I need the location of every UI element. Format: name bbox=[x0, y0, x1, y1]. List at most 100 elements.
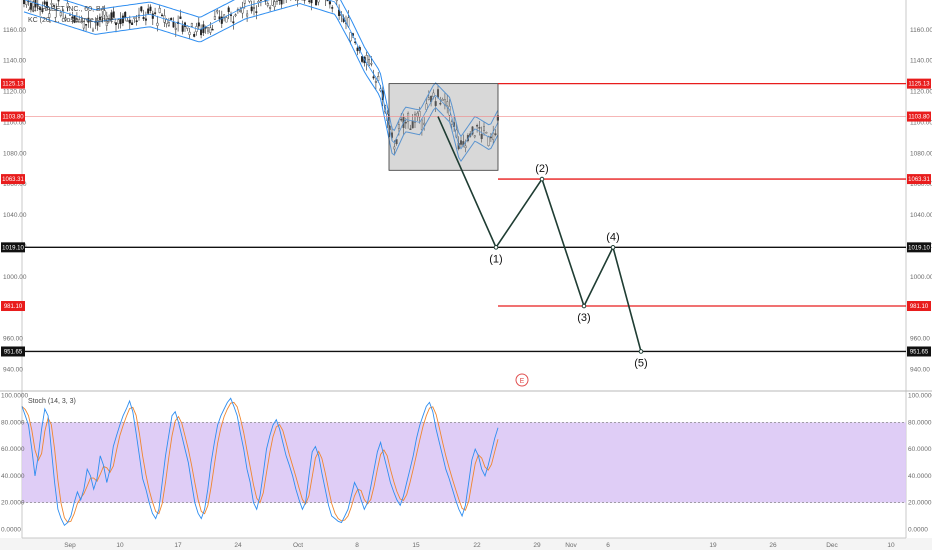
price-tick-left: 1000.00 bbox=[3, 274, 27, 281]
wave-label: (1) bbox=[489, 253, 502, 265]
price-tick-left: 940.00 bbox=[3, 366, 23, 373]
candle-body bbox=[393, 146, 396, 150]
candle-body bbox=[181, 25, 184, 32]
wave-point bbox=[610, 245, 616, 250]
candle-body bbox=[135, 20, 138, 23]
stoch-axis-ticks: 100.0000 100.0000 80.0000 80.0000 60.0000 60.… bbox=[1, 393, 932, 534]
candle-body bbox=[489, 136, 492, 139]
candle-body bbox=[200, 29, 203, 36]
stoch-tick-right: 80.0000 bbox=[908, 419, 932, 426]
price-level-tag-label: 1019.10 bbox=[2, 245, 24, 251]
stoch-tick-left: 40.0000 bbox=[1, 473, 25, 480]
candle-body bbox=[418, 111, 421, 118]
candle-body bbox=[52, 5, 55, 7]
time-tick: 8 bbox=[355, 542, 359, 549]
price-level-tag-left bbox=[1, 111, 25, 122]
candle-body bbox=[317, 0, 320, 3]
candle-body bbox=[41, 8, 44, 12]
candle-body bbox=[315, 0, 318, 6]
candle-body bbox=[96, 22, 99, 26]
candle-body bbox=[225, 17, 228, 23]
candle-body bbox=[147, 8, 150, 14]
price-tick-right: 1060.00 bbox=[910, 181, 932, 188]
stoch-tick-right: 20.0000 bbox=[908, 500, 932, 507]
candle-body bbox=[32, 1, 35, 12]
stoch-k-line bbox=[21, 397, 499, 527]
candle-body bbox=[427, 97, 430, 100]
candle-body bbox=[140, 6, 143, 12]
consolidation-box[interactable] bbox=[388, 83, 499, 171]
time-tick: 15 bbox=[412, 542, 420, 549]
candle-body bbox=[170, 17, 173, 21]
candle-body bbox=[269, 7, 272, 9]
candle-body bbox=[179, 16, 182, 19]
candle-body bbox=[409, 128, 412, 130]
candle-body bbox=[356, 47, 359, 52]
price-levels[interactable]: 1125.13 1125.13 1103.80 1103.80 1063.31 1063.… bbox=[1, 78, 931, 357]
candle-body bbox=[220, 16, 223, 24]
earnings-marker[interactable] bbox=[515, 373, 529, 387]
candle-body bbox=[43, 1, 46, 5]
time-tick: Nov bbox=[565, 542, 577, 549]
candle-body bbox=[370, 63, 373, 65]
stoch-band-fill bbox=[22, 422, 906, 503]
candle-body bbox=[82, 21, 85, 29]
candle-body bbox=[227, 7, 230, 13]
candle-body bbox=[252, 7, 255, 9]
candle-body bbox=[280, 0, 283, 5]
time-axis-ticks: Sep 10 17 24 Oct 8 15 22 29 Nov 6 19 26 Dec 10 bbox=[64, 542, 895, 549]
candle-body bbox=[66, 3, 69, 9]
time-tick: 24 bbox=[234, 542, 242, 549]
candle-body bbox=[485, 131, 488, 134]
candle-body bbox=[473, 135, 476, 138]
wave-label: (5) bbox=[634, 357, 647, 369]
time-tick: 26 bbox=[769, 542, 777, 549]
candle-body bbox=[39, 7, 42, 10]
wave-point bbox=[493, 245, 499, 250]
keltner-legend: KC (20, 1, close, true range) bbox=[28, 17, 116, 24]
candle-body bbox=[98, 16, 101, 20]
candle-body bbox=[368, 59, 371, 67]
keltner-channel bbox=[23, 0, 499, 163]
price-tick-right: 940.00 bbox=[910, 366, 930, 373]
price-tick-right: 1140.00 bbox=[910, 58, 932, 65]
time-tick: Sep bbox=[64, 542, 76, 549]
time-tick: 10 bbox=[116, 542, 124, 549]
keltner-band bbox=[24, 0, 499, 150]
candle-body bbox=[276, 0, 279, 2]
candle-body bbox=[476, 125, 479, 127]
candle-body bbox=[119, 18, 122, 25]
stoch-tick-right: 100.0000 bbox=[908, 393, 932, 400]
candle-body bbox=[124, 12, 127, 18]
candle-body bbox=[439, 102, 442, 105]
candle-body bbox=[75, 18, 78, 23]
elliott-wave[interactable]: (1) (2) (3) (4) (5) bbox=[437, 116, 648, 370]
wave-path bbox=[437, 116, 642, 352]
candle-body bbox=[112, 11, 115, 18]
time-tick: 17 bbox=[174, 542, 182, 549]
candle-body bbox=[64, 17, 67, 21]
candle-body bbox=[483, 126, 486, 131]
candle-body bbox=[128, 19, 131, 24]
price-tick-left: 1160.00 bbox=[3, 27, 26, 34]
wave-point bbox=[581, 303, 587, 309]
candle-body bbox=[57, 0, 60, 2]
time-tick: 10 bbox=[887, 542, 895, 549]
candle-body bbox=[142, 17, 145, 20]
candle-body bbox=[250, 6, 253, 12]
stoch-tick-left: 0.0000 bbox=[1, 526, 21, 533]
candlestick-series bbox=[23, 0, 499, 154]
stoch-tick-left: 20.0000 bbox=[1, 500, 25, 507]
candle-body bbox=[255, 11, 258, 13]
keltner-band bbox=[62, 0, 499, 138]
candle-body bbox=[103, 10, 106, 16]
price-level-tag-left bbox=[1, 242, 25, 253]
price-level-tag-label: 981.10 bbox=[4, 304, 23, 310]
candle-body bbox=[434, 101, 437, 106]
candle-body bbox=[216, 10, 219, 13]
candle-body bbox=[137, 14, 140, 19]
time-tick: 19 bbox=[709, 542, 717, 549]
candle-body bbox=[80, 21, 83, 23]
price-tick-right: 1000.00 bbox=[910, 274, 932, 281]
